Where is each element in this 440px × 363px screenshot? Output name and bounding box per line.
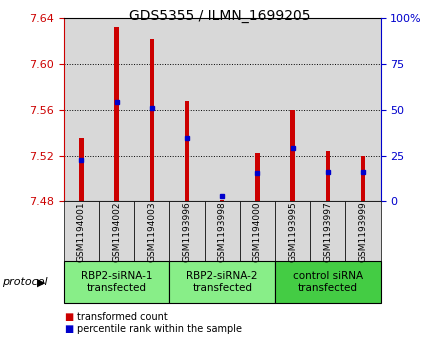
Text: protocol: protocol	[2, 277, 48, 287]
Text: ▶: ▶	[37, 277, 45, 287]
Text: GSM1194002: GSM1194002	[112, 201, 121, 262]
Text: RBP2-siRNA-2
transfected: RBP2-siRNA-2 transfected	[187, 272, 258, 293]
Bar	[150, 39, 154, 201]
Text: GSM1193996: GSM1193996	[183, 201, 191, 262]
Bar	[361, 156, 365, 201]
Bar	[255, 153, 260, 201]
Text: percentile rank within the sample: percentile rank within the sample	[77, 324, 242, 334]
Text: GSM1194003: GSM1194003	[147, 201, 156, 262]
Text: ■: ■	[64, 324, 73, 334]
Bar	[290, 110, 295, 201]
Bar	[220, 200, 224, 201]
Text: GSM1194000: GSM1194000	[253, 201, 262, 262]
Text: control siRNA
transfected: control siRNA transfected	[293, 272, 363, 293]
Bar	[185, 101, 189, 201]
Bar	[326, 151, 330, 201]
Text: GSM1193998: GSM1193998	[218, 201, 227, 262]
Text: GSM1193997: GSM1193997	[323, 201, 332, 262]
Bar	[114, 27, 119, 201]
Text: GSM1194001: GSM1194001	[77, 201, 86, 262]
Text: RBP2-siRNA-1
transfected: RBP2-siRNA-1 transfected	[81, 272, 152, 293]
Text: GSM1193995: GSM1193995	[288, 201, 297, 262]
Text: ■: ■	[64, 312, 73, 322]
Text: GSM1193999: GSM1193999	[359, 201, 367, 262]
Text: transformed count: transformed count	[77, 312, 168, 322]
Text: GDS5355 / ILMN_1699205: GDS5355 / ILMN_1699205	[129, 9, 311, 23]
Bar	[79, 138, 84, 201]
